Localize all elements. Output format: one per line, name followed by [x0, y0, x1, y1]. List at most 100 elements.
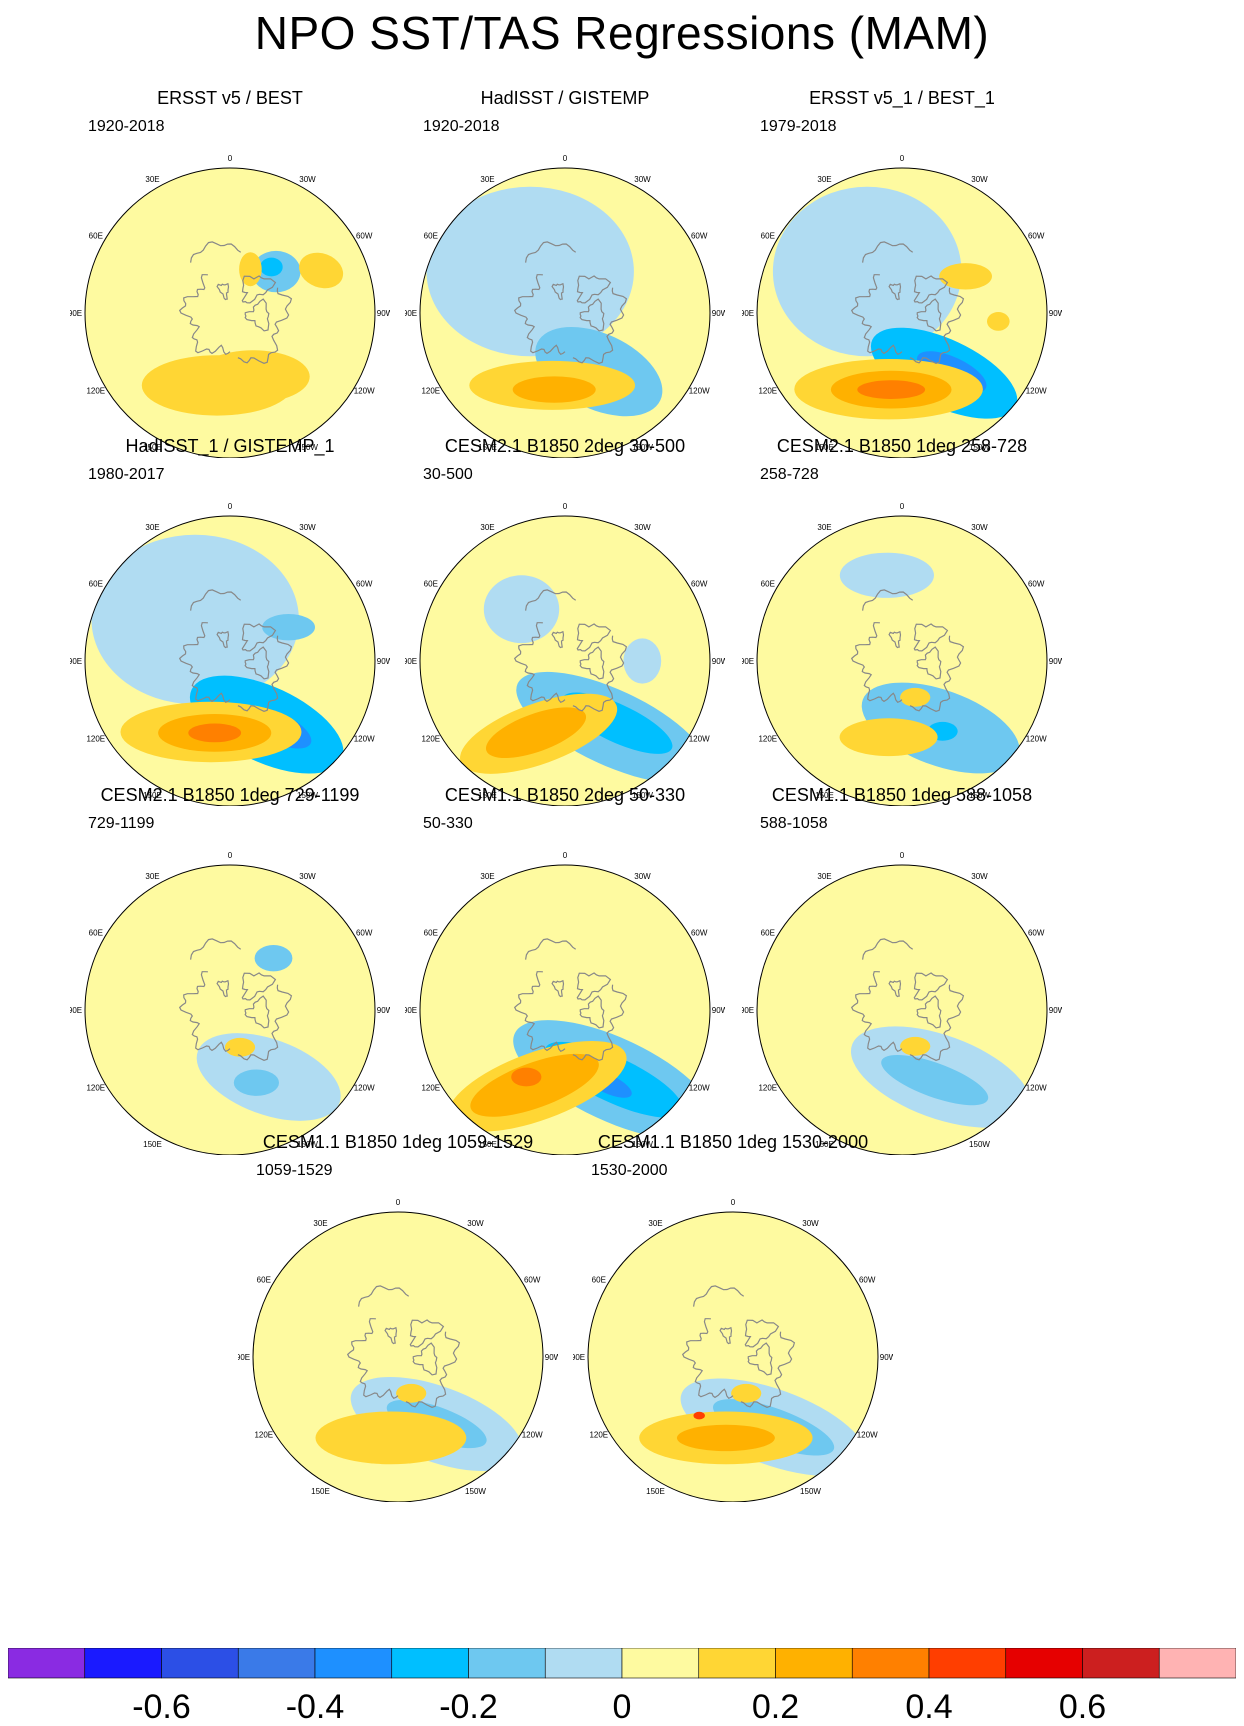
coastline — [551, 282, 565, 301]
colorbar-swatch — [621, 1648, 700, 1679]
coastline — [913, 275, 949, 304]
longitude-label: 150W — [632, 791, 653, 800]
longitude-label: 30E — [480, 523, 494, 532]
coastlines — [850, 589, 965, 712]
longitude-label: 30W — [802, 1219, 819, 1228]
longitude-label: 90E — [70, 309, 82, 318]
coastline — [178, 622, 231, 704]
panel-title: CESM1.1 B1850 2deg 50-330 — [444, 785, 686, 805]
longitude-label: 120W — [689, 1084, 710, 1093]
longitude-label: 150W — [297, 1140, 318, 1149]
panel-years-label: 1530-2000 — [591, 1162, 668, 1179]
colorbar-swatch — [314, 1648, 393, 1679]
longitude-label: 60E — [761, 580, 775, 589]
colorbar-tick-label: -0.6 — [132, 1688, 191, 1726]
longitude-label: 30E — [313, 1219, 327, 1228]
map-boundary — [84, 864, 376, 1155]
coastline — [909, 287, 965, 364]
coastline — [576, 275, 612, 304]
map-boundary — [252, 1211, 544, 1502]
longitude-label: 30W — [299, 872, 316, 881]
longitude-label: 60E — [592, 1276, 606, 1285]
coastline — [525, 938, 577, 960]
panel-years-label: 1979-2018 — [760, 118, 837, 135]
longitude-label: 60W — [859, 1276, 876, 1285]
longitude-label: 30E — [648, 1219, 662, 1228]
longitude-label: 30W — [971, 872, 988, 881]
longitude-label: 120E — [758, 1084, 777, 1093]
longitude-label: 120E — [421, 1084, 440, 1093]
regression-contour — [254, 945, 293, 972]
longitude-label: 120W — [1026, 735, 1047, 744]
longitude-label: 120W — [522, 1431, 543, 1440]
coastline — [719, 1326, 733, 1345]
coastline — [740, 1331, 796, 1408]
regression-contour — [470, 1053, 599, 1117]
coastlines — [681, 1285, 796, 1408]
longitude-label: 30W — [634, 175, 651, 184]
polar-map: 180150E120E90E60E30E030W60W90W120W150W — [742, 154, 1062, 458]
map-boundary — [756, 167, 1048, 458]
coastline — [888, 979, 902, 998]
coastline — [862, 589, 914, 611]
longitude-label: 30E — [145, 523, 159, 532]
map-boundary — [419, 864, 711, 1155]
coastline — [579, 995, 605, 1029]
longitude-label: 120E — [589, 1431, 608, 1440]
colorbar: -0.6 -0.4 -0.2 0 0.2 0.4 0.6 — [8, 1648, 1236, 1726]
coastline — [850, 971, 903, 1053]
panel-years-label: 1980-2017 — [88, 466, 165, 483]
coastline — [178, 971, 231, 1053]
longitude-label: 150W — [297, 791, 318, 800]
longitude-label: 120E — [86, 735, 105, 744]
coastline — [909, 635, 965, 712]
longitude-label: 120E — [86, 387, 105, 396]
regression-contour — [772, 186, 962, 357]
longitude-label: 90W — [377, 1006, 390, 1015]
regression-contour — [731, 1383, 762, 1403]
longitude-label: 90W — [1049, 657, 1062, 666]
colorbar-swatch — [84, 1648, 162, 1679]
panel-years-label: 258-728 — [760, 466, 819, 483]
coastline — [572, 984, 628, 1061]
coastline — [190, 241, 242, 263]
polar-map: 180150E120E90E60E30E030W60W90W120W150W — [405, 502, 725, 806]
polar-map: 180150E120E90E60E30E030W60W90W120W150W — [742, 851, 1062, 1155]
longitude-label: 0 — [900, 851, 905, 860]
map-panel: HadISST_1 / GISTEMP_11980-2017180150E120… — [70, 436, 390, 806]
regression-contour — [224, 1037, 256, 1057]
longitude-label: 120E — [421, 735, 440, 744]
longitude-label: 0 — [563, 851, 568, 860]
longitude-label: 90W — [377, 309, 390, 318]
longitude-label: 30W — [299, 523, 316, 532]
longitude-label: 120W — [1026, 387, 1047, 396]
regression-contour — [426, 186, 634, 357]
longitude-label: 90W — [377, 657, 390, 666]
longitude-label: 0 — [228, 502, 233, 511]
panel-title: HadISST_1 / GISTEMP_1 — [125, 436, 335, 456]
longitude-label: 150E — [143, 791, 162, 800]
colorbar-tick-label: -0.2 — [439, 1688, 498, 1726]
coastline — [576, 623, 612, 652]
coastline — [513, 971, 566, 1053]
longitude-label: 150W — [800, 1487, 821, 1496]
panel-years-label: 588-1058 — [760, 815, 828, 832]
longitude-label: 120E — [758, 735, 777, 744]
coastline — [384, 1326, 398, 1345]
coastline — [237, 635, 293, 712]
coastline — [216, 282, 230, 301]
longitude-label: 0 — [731, 1198, 736, 1207]
panel-title: CESM1.1 B1850 1deg 1059-1529 — [262, 1132, 534, 1152]
regression-contour — [196, 350, 310, 403]
polar-map: 180150E120E90E60E30E030W60W90W120W150W — [70, 851, 390, 1155]
coastline — [241, 623, 277, 652]
longitude-label: 150E — [478, 791, 497, 800]
longitude-label: 150E — [815, 443, 834, 452]
longitude-label: 60E — [424, 232, 438, 241]
coastline — [551, 979, 565, 998]
figure-title: NPO SST/TAS Regressions (MAM) — [254, 7, 990, 59]
map-boundary — [84, 167, 376, 458]
regression-contour — [396, 1383, 427, 1403]
longitude-label: 30W — [299, 175, 316, 184]
coastline — [178, 274, 231, 356]
